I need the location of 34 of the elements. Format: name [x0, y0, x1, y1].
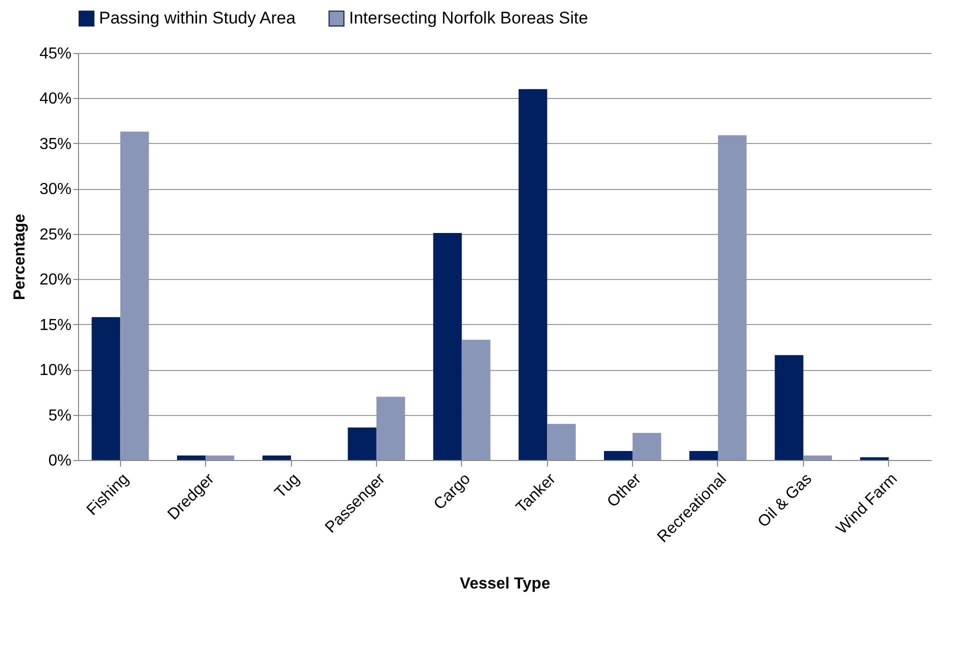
- x-axis-title: Vessel Type: [460, 575, 550, 592]
- y-tick-label: 0%: [48, 452, 72, 470]
- bar: [547, 424, 576, 460]
- bar: [632, 432, 662, 460]
- legend-label: Intersecting Norfolk Boreas Site: [349, 8, 588, 28]
- y-tick-label: 40%: [39, 90, 72, 108]
- bar: [433, 232, 462, 460]
- bar: [462, 340, 490, 460]
- x-tick-label: Tug: [272, 470, 304, 502]
- bar: [860, 457, 889, 460]
- bar: [262, 455, 292, 460]
- y-tick-label: 15%: [39, 316, 72, 334]
- y-tick-label: 35%: [39, 136, 72, 153]
- x-tick-label: Oil & Gas: [754, 470, 816, 531]
- y-tick-label: 5%: [48, 407, 72, 424]
- bar: [718, 135, 747, 460]
- bar: [689, 450, 718, 460]
- y-tick-label: 30%: [39, 181, 72, 198]
- y-tick-label: 25%: [39, 226, 72, 244]
- y-tick-label: 45%: [39, 46, 72, 62]
- y-axis-title: Percentage: [11, 214, 28, 300]
- bar: [348, 427, 376, 460]
- bar: [92, 317, 120, 460]
- bar: [518, 89, 548, 460]
- bar: [177, 455, 206, 460]
- bar: [206, 455, 234, 460]
- bar: [376, 396, 406, 460]
- y-tick-label: 20%: [39, 272, 72, 289]
- bar: [120, 132, 149, 460]
- y-tick-label: 10%: [39, 362, 72, 380]
- bar: [604, 450, 633, 460]
- bar: [803, 455, 832, 460]
- bar: [774, 355, 804, 460]
- legend-label: Passing within Study Area: [99, 8, 296, 28]
